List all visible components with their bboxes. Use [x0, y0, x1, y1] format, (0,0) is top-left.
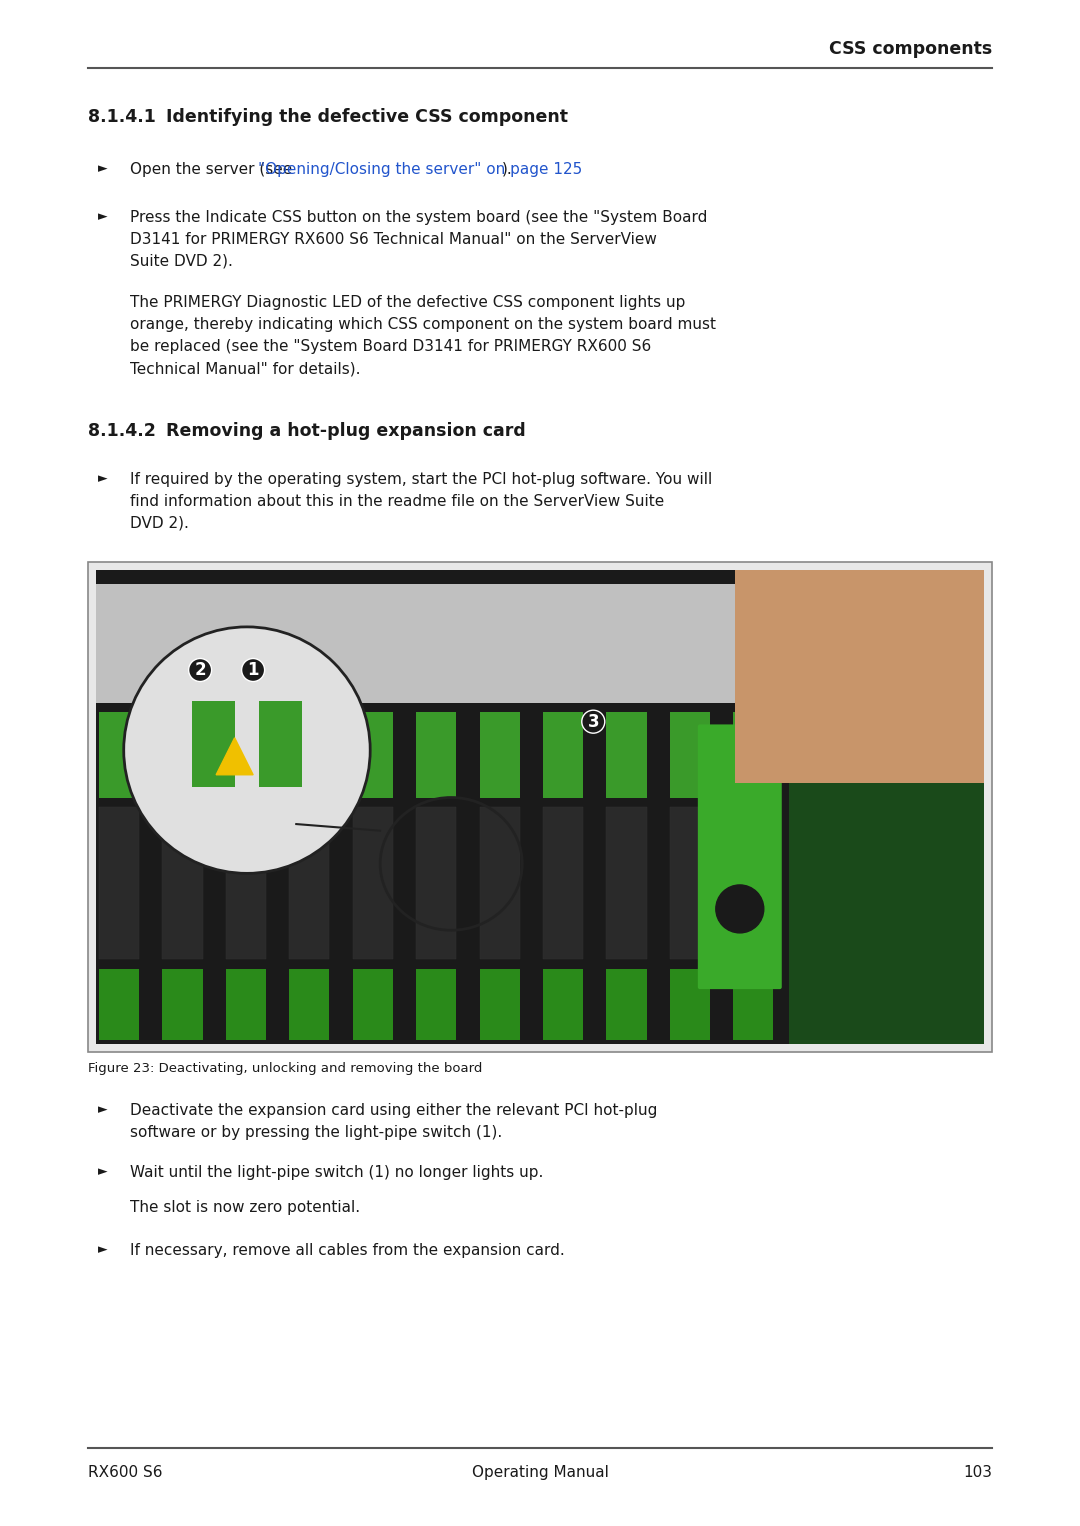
FancyBboxPatch shape	[226, 713, 266, 798]
FancyBboxPatch shape	[607, 969, 647, 1041]
FancyBboxPatch shape	[670, 969, 710, 1041]
Circle shape	[124, 627, 370, 873]
FancyBboxPatch shape	[162, 807, 203, 958]
FancyBboxPatch shape	[788, 571, 984, 1044]
Text: If necessary, remove all cables from the expansion card.: If necessary, remove all cables from the…	[130, 1244, 565, 1257]
Text: ►: ►	[98, 1164, 108, 1178]
FancyBboxPatch shape	[735, 571, 984, 783]
Text: CSS components: CSS components	[828, 40, 993, 58]
FancyBboxPatch shape	[607, 713, 647, 798]
FancyBboxPatch shape	[860, 807, 901, 958]
FancyBboxPatch shape	[353, 969, 393, 1041]
FancyBboxPatch shape	[923, 713, 963, 798]
FancyBboxPatch shape	[87, 562, 993, 1051]
FancyBboxPatch shape	[99, 807, 139, 958]
FancyBboxPatch shape	[923, 969, 963, 1041]
FancyBboxPatch shape	[733, 969, 773, 1041]
Text: ►: ►	[98, 162, 108, 175]
FancyBboxPatch shape	[96, 584, 984, 702]
Text: Press the Indicate CSS button on the system board (see the "System Board: Press the Indicate CSS button on the sys…	[130, 211, 707, 224]
FancyBboxPatch shape	[480, 713, 519, 798]
Text: ►: ►	[98, 1244, 108, 1256]
FancyBboxPatch shape	[733, 807, 773, 958]
Text: DVD 2).: DVD 2).	[130, 516, 189, 531]
Text: orange, thereby indicating which CSS component on the system board must: orange, thereby indicating which CSS com…	[130, 317, 716, 333]
FancyBboxPatch shape	[162, 713, 203, 798]
Text: ►: ►	[98, 1103, 108, 1116]
Text: ►: ►	[98, 472, 108, 485]
FancyBboxPatch shape	[543, 969, 583, 1041]
FancyBboxPatch shape	[480, 969, 519, 1041]
FancyBboxPatch shape	[733, 713, 773, 798]
FancyBboxPatch shape	[226, 807, 266, 958]
FancyBboxPatch shape	[797, 969, 837, 1041]
Text: 8.1.4.2: 8.1.4.2	[87, 423, 156, 439]
FancyBboxPatch shape	[797, 807, 837, 958]
Text: ►: ►	[98, 211, 108, 223]
FancyBboxPatch shape	[416, 969, 456, 1041]
FancyBboxPatch shape	[226, 969, 266, 1041]
FancyBboxPatch shape	[860, 713, 901, 798]
Text: Wait until the light-pipe switch (1) no longer lights up.: Wait until the light-pipe switch (1) no …	[130, 1164, 543, 1180]
FancyBboxPatch shape	[353, 807, 393, 958]
Text: 103: 103	[963, 1465, 993, 1480]
FancyBboxPatch shape	[96, 571, 984, 1044]
FancyBboxPatch shape	[860, 969, 901, 1041]
FancyBboxPatch shape	[99, 713, 139, 798]
Text: Suite DVD 2).: Suite DVD 2).	[130, 253, 233, 269]
Text: Open the server (see: Open the server (see	[130, 162, 297, 177]
FancyBboxPatch shape	[289, 807, 329, 958]
FancyBboxPatch shape	[607, 807, 647, 958]
Text: D3141 for PRIMERGY RX600 S6 Technical Manual" on the ServerView: D3141 for PRIMERGY RX600 S6 Technical Ma…	[130, 232, 657, 247]
Text: Removing a hot-plug expansion card: Removing a hot-plug expansion card	[166, 423, 526, 439]
FancyBboxPatch shape	[416, 807, 456, 958]
FancyBboxPatch shape	[698, 725, 782, 989]
FancyBboxPatch shape	[191, 700, 234, 787]
Text: be replaced (see the "System Board D3141 for PRIMERGY RX600 S6: be replaced (see the "System Board D3141…	[130, 339, 651, 354]
FancyBboxPatch shape	[923, 807, 963, 958]
Circle shape	[716, 885, 764, 932]
Text: Technical Manual" for details).: Technical Manual" for details).	[130, 362, 361, 375]
FancyBboxPatch shape	[797, 713, 837, 798]
FancyBboxPatch shape	[543, 713, 583, 798]
Text: Identifying the defective CSS component: Identifying the defective CSS component	[166, 108, 568, 127]
Text: Figure 23: Deactivating, unlocking and removing the board: Figure 23: Deactivating, unlocking and r…	[87, 1062, 483, 1074]
Polygon shape	[216, 737, 253, 775]
FancyBboxPatch shape	[99, 969, 139, 1041]
FancyBboxPatch shape	[289, 713, 329, 798]
Text: If required by the operating system, start the PCI hot-plug software. You will: If required by the operating system, sta…	[130, 472, 712, 487]
FancyBboxPatch shape	[353, 713, 393, 798]
Text: The slot is now zero potential.: The slot is now zero potential.	[130, 1199, 360, 1215]
Text: ).: ).	[502, 162, 513, 177]
Text: RX600 S6: RX600 S6	[87, 1465, 162, 1480]
Text: 3: 3	[588, 713, 599, 731]
Text: "Opening/Closing the server" on page 125: "Opening/Closing the server" on page 125	[258, 162, 582, 177]
FancyBboxPatch shape	[289, 969, 329, 1041]
Text: Deactivate the expansion card using either the relevant PCI hot-plug: Deactivate the expansion card using eith…	[130, 1103, 658, 1119]
FancyBboxPatch shape	[670, 713, 710, 798]
Text: find information about this in the readme file on the ServerView Suite: find information about this in the readm…	[130, 494, 664, 510]
FancyBboxPatch shape	[670, 807, 710, 958]
Text: 2: 2	[194, 661, 206, 679]
Text: The PRIMERGY Diagnostic LED of the defective CSS component lights up: The PRIMERGY Diagnostic LED of the defec…	[130, 295, 686, 310]
Text: 1: 1	[247, 661, 259, 679]
FancyBboxPatch shape	[259, 700, 302, 787]
FancyBboxPatch shape	[543, 807, 583, 958]
FancyBboxPatch shape	[480, 807, 519, 958]
FancyBboxPatch shape	[162, 969, 203, 1041]
FancyBboxPatch shape	[416, 713, 456, 798]
Text: 8.1.4.1: 8.1.4.1	[87, 108, 156, 127]
Text: Operating Manual: Operating Manual	[472, 1465, 608, 1480]
Text: software or by pressing the light-pipe switch (1).: software or by pressing the light-pipe s…	[130, 1125, 502, 1140]
